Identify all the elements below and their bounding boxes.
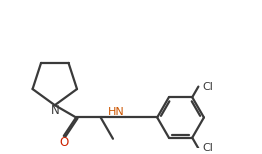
Text: O: O — [59, 136, 68, 149]
Text: N: N — [50, 104, 59, 117]
Text: Cl: Cl — [203, 143, 214, 153]
Text: HN: HN — [108, 107, 125, 117]
Text: Cl: Cl — [203, 82, 214, 92]
